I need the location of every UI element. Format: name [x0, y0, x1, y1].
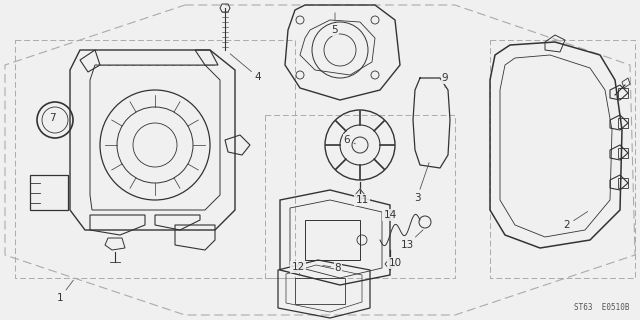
Text: 13: 13	[401, 230, 423, 250]
Text: 5: 5	[332, 13, 339, 35]
Text: 4: 4	[230, 54, 261, 82]
Text: 6: 6	[344, 135, 355, 145]
Bar	[305, 220, 360, 260]
Text: ST63  E0510B: ST63 E0510B	[575, 303, 630, 312]
Bar	[618, 178, 628, 188]
Text: 11: 11	[355, 188, 369, 205]
Text: 12: 12	[291, 262, 305, 275]
Text: 8: 8	[323, 263, 341, 273]
Bar	[265, 115, 455, 278]
Text: 7: 7	[49, 113, 55, 123]
Text: 3: 3	[413, 163, 429, 203]
Bar	[295, 278, 345, 304]
Text: 1: 1	[57, 280, 74, 303]
Text: 14: 14	[383, 210, 397, 220]
Text: 9: 9	[442, 73, 448, 87]
Text: 10: 10	[388, 258, 401, 268]
Bar	[618, 148, 628, 158]
Bar	[618, 88, 628, 98]
Bar	[490, 40, 635, 278]
Text: 2: 2	[564, 212, 588, 230]
Bar	[618, 118, 628, 128]
Bar	[15, 40, 295, 278]
